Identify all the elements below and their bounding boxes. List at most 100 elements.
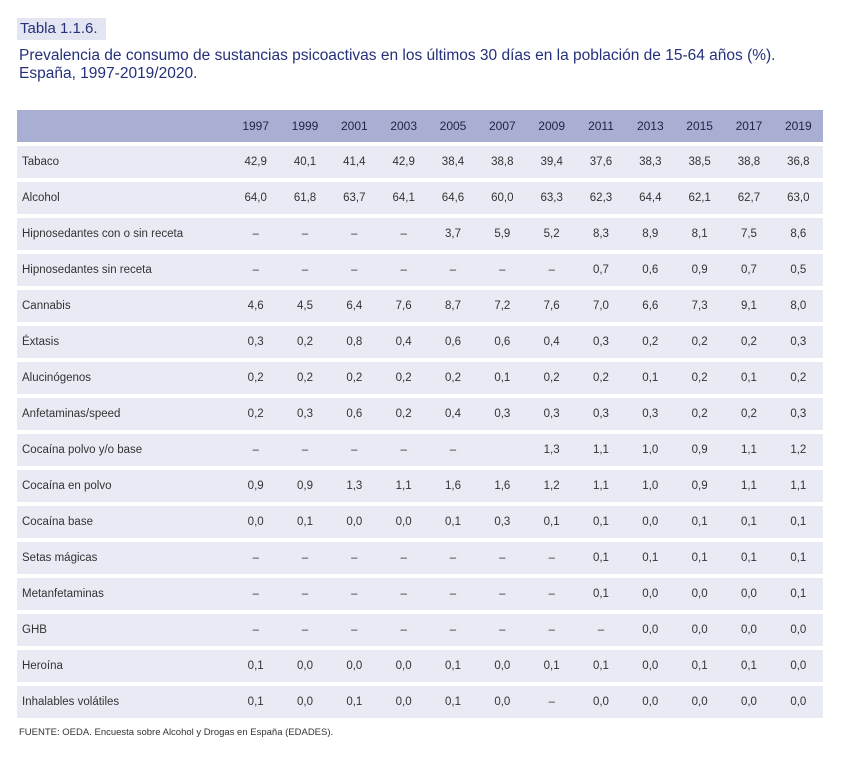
table-cell: 0,1 — [526, 650, 577, 682]
substance-name: Anfetaminas/speed — [17, 398, 232, 430]
table-cell: 0,3 — [773, 326, 823, 358]
table-cell: – — [231, 254, 281, 286]
table-cell: 0,2 — [625, 326, 675, 358]
table-cell: 0,1 — [674, 542, 725, 574]
table-cell: – — [477, 542, 527, 574]
table-cell: 0,0 — [231, 506, 281, 538]
table-cell: 0,0 — [773, 650, 823, 682]
header-year: 1999 — [280, 110, 330, 142]
table-title: Prevalencia de consumo de sustancias psi… — [19, 47, 776, 82]
table-cell: 8,6 — [773, 218, 823, 250]
table-cell: 1,6 — [477, 470, 527, 502]
table-cell: 0,3 — [477, 398, 527, 430]
table-cell: 63,7 — [329, 182, 379, 214]
table-cell: – — [231, 434, 281, 466]
table-cell: 0,1 — [674, 506, 725, 538]
table-cell: – — [329, 614, 379, 646]
table-cell: – — [477, 254, 527, 286]
table-cell: 8,9 — [625, 218, 675, 250]
table-cell: 7,0 — [576, 290, 626, 322]
table-cell: 0,1 — [724, 542, 774, 574]
table-row: Tabaco 42,9 40,1 41,4 42,9 38,4 38,8 39,4 37,6 38… — [17, 146, 823, 178]
table-cell: 0,1 — [576, 650, 626, 682]
table-row: Metanfetaminas – – – – – – –0,1 0,0 0,0 0,0 0,1 — [17, 578, 823, 610]
table-cell: 0,7 — [576, 254, 626, 286]
table-cell: 0,2 — [674, 398, 725, 430]
table-row: Hipnosedantes con o sin receta – – – –3,7 5,9… — [17, 218, 823, 250]
table-cell: 1,3 — [329, 470, 379, 502]
table-cell: 1,1 — [773, 470, 823, 502]
table-cell: 0,0 — [477, 650, 527, 682]
table-row: Éxtasis 0,3 0,2 0,8 0,4 0,6 0,6 0,4 0,3 0,2 0,2 0,2… — [17, 326, 823, 358]
table-cell: – — [329, 434, 379, 466]
table-cell: 5,9 — [477, 218, 527, 250]
substance-name: Cocaína base — [17, 506, 232, 538]
table-cell: 1,3 — [526, 434, 577, 466]
table-cell: 0,3 — [576, 326, 626, 358]
table-cell: – — [379, 614, 429, 646]
table-cell: – — [231, 614, 281, 646]
table-cell: 0,3 — [576, 398, 626, 430]
table-cell: 64,0 — [231, 182, 281, 214]
header-year: 2015 — [674, 110, 725, 142]
table-cell: 0,0 — [379, 506, 429, 538]
table-cell: 0,7 — [724, 254, 774, 286]
substance-name: Alucinógenos — [17, 362, 232, 394]
table-cell: 0,2 — [576, 362, 626, 394]
table-cell: 0,0 — [280, 650, 330, 682]
table-cell: 0,0 — [674, 614, 725, 646]
table-cell: 0,3 — [526, 398, 577, 430]
table-cell: 4,5 — [280, 290, 330, 322]
table-cell: – — [526, 578, 577, 610]
table-cell: 0,0 — [625, 578, 675, 610]
table-cell: 6,4 — [329, 290, 379, 322]
table-cell: – — [526, 686, 577, 718]
table-cell: 0,0 — [674, 578, 725, 610]
substance-name: Inhalables volátiles — [17, 686, 232, 718]
table-cell: 0,2 — [526, 362, 577, 394]
table-row: Alucinógenos 0,2 0,2 0,2 0,2 0,2 0,1 0,2 0,2 0,1 0… — [17, 362, 823, 394]
substance-name: Alcohol — [17, 182, 232, 214]
table-cell: 63,3 — [526, 182, 577, 214]
table-cell: 0,9 — [231, 470, 281, 502]
table-cell: – — [526, 542, 577, 574]
table-cell: – — [428, 254, 478, 286]
table-cell: 8,0 — [773, 290, 823, 322]
table-cell: 0,1 — [428, 650, 478, 682]
table-row: Hipnosedantes sin receta – – – – – – –0,7 0,6 0,9… — [17, 254, 823, 286]
table-cell: 0,2 — [674, 326, 725, 358]
substance-name: GHB — [17, 614, 232, 646]
table-cell: 0,4 — [428, 398, 478, 430]
table-body: Tabaco 42,9 40,1 41,4 42,9 38,4 38,8 39,4 37,6 38… — [17, 146, 823, 718]
table-cell: 0,9 — [674, 470, 725, 502]
substance-name: Tabaco — [17, 146, 232, 178]
table-cell: 1,2 — [526, 470, 577, 502]
table-cell: 0,3 — [280, 398, 330, 430]
table-cell: 0,8 — [329, 326, 379, 358]
table-cell: 0,0 — [724, 578, 774, 610]
substance-name: Setas mágicas — [17, 542, 232, 574]
substance-name: Heroína — [17, 650, 232, 682]
table-cell: – — [329, 254, 379, 286]
table-cell: 0,0 — [724, 614, 774, 646]
table-cell: – — [231, 578, 281, 610]
substance-name: Éxtasis — [17, 326, 232, 358]
table-cell: 0,1 — [724, 506, 774, 538]
substance-name: Hipnosedantes sin receta — [17, 254, 232, 286]
table-cell: 0,3 — [625, 398, 675, 430]
table-cell: 0,1 — [773, 506, 823, 538]
source-note: FUENTE: OEDA. Encuesta sobre Alcohol y D… — [19, 727, 334, 738]
table-cell: 38,8 — [724, 146, 774, 178]
table-cell: 42,9 — [379, 146, 429, 178]
table-cell: 0,0 — [576, 686, 626, 718]
table-cell: 0,3 — [477, 506, 527, 538]
table-cell: 0,0 — [379, 686, 429, 718]
table-cell: 40,1 — [280, 146, 330, 178]
table-cell: 8,7 — [428, 290, 478, 322]
table-cell: – — [428, 542, 478, 574]
table-cell: – — [428, 614, 478, 646]
table-row: Anfetaminas/speed 0,2 0,3 0,6 0,2 0,4 0,3 0,3 0,… — [17, 398, 823, 430]
substance-name: Cocaína polvo y/o base — [17, 434, 232, 466]
table-cell: 37,6 — [576, 146, 626, 178]
table-cell: 8,1 — [674, 218, 725, 250]
